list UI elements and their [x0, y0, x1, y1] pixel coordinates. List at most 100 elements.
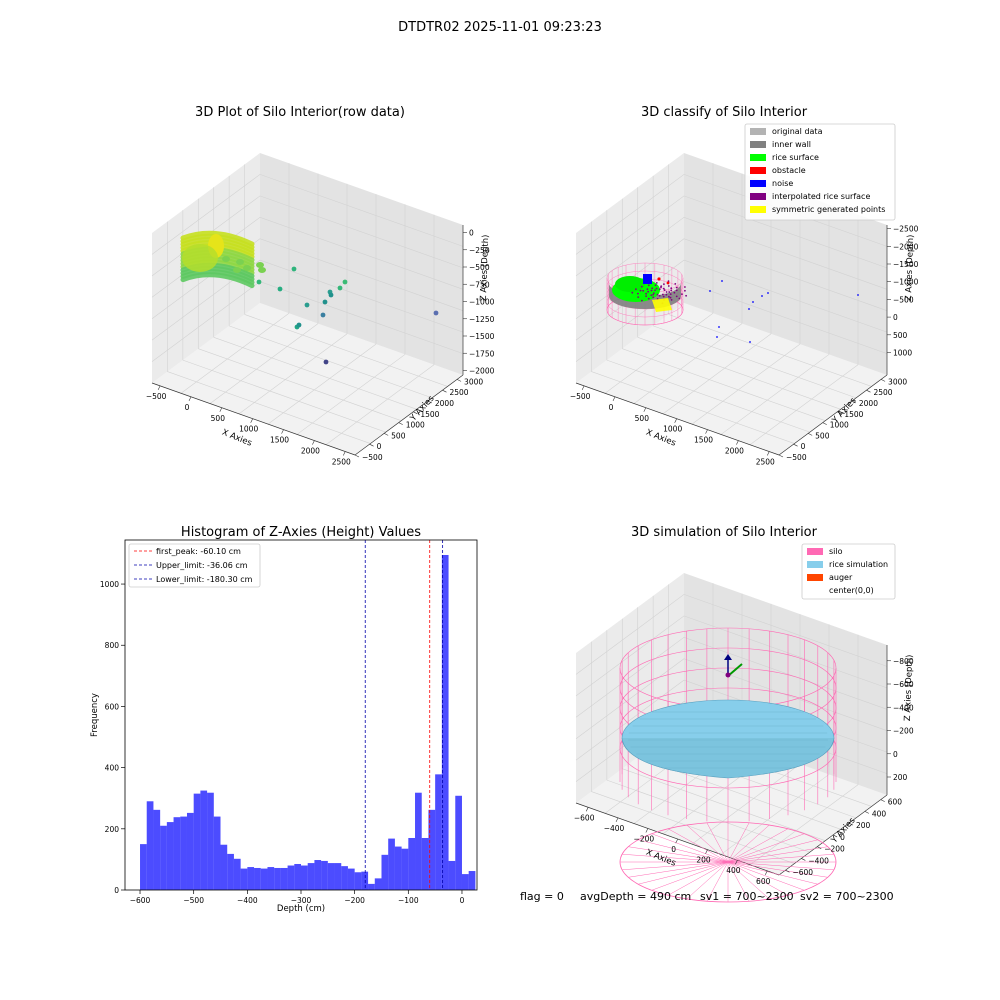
grid-line [151, 259, 464, 341]
point-cluster [180, 230, 255, 247]
grid-line [229, 325, 433, 399]
histogram-bar [240, 868, 248, 890]
obstacle-point [657, 277, 661, 281]
interpolated-point [684, 289, 686, 292]
legend-swatch [750, 154, 766, 161]
y-tick-label: 0 [801, 442, 806, 451]
x-tick-mark [674, 418, 677, 423]
z-tick-label: −250 [469, 246, 490, 255]
interpolated-point [663, 283, 665, 285]
histogram-bars [140, 554, 476, 890]
x-tick-mark [250, 418, 253, 423]
grid-line [591, 791, 795, 864]
x-tick-label: −600 [130, 896, 151, 905]
z-tick-label: −2500 [893, 225, 919, 234]
silo-wireframe [651, 861, 729, 891]
y-tick-mark [398, 422, 403, 425]
data-point [233, 267, 241, 273]
interpolated-point [675, 295, 678, 298]
y-tick-mark [456, 379, 462, 382]
data-point [256, 279, 262, 285]
data-point [342, 279, 348, 285]
legend-swatch [750, 193, 766, 200]
x-tick-label: 0 [609, 403, 614, 412]
histogram-bar [213, 816, 221, 890]
histogram-bar [361, 871, 369, 890]
interpolated-point [637, 292, 639, 295]
legend-label: center(0,0) [829, 586, 874, 595]
grid-line [691, 343, 801, 425]
histogram-x-ticks: −600 −500 −400 −300 −200 −100 0 [130, 890, 465, 905]
x-tick-label: 2000 [725, 447, 744, 456]
x-tick-label: −200 [634, 834, 655, 843]
y-tick-mark [864, 811, 869, 814]
y-tick-label: 400 [872, 809, 887, 818]
legend-label: symmetric generated points [772, 205, 885, 214]
y-tick-mark [851, 400, 857, 404]
interpolated-point [675, 286, 678, 289]
legend-swatch [750, 206, 766, 213]
y-tick-mark [442, 389, 447, 393]
interpolated-point [669, 296, 672, 299]
interpolated-point [653, 292, 655, 294]
x-tick-label: 500 [635, 414, 650, 423]
interpolated-point [670, 299, 673, 301]
histogram-bar [193, 793, 201, 890]
grid-line [238, 333, 348, 415]
y-tick-label: 1500 [420, 410, 439, 419]
histogram-bar [294, 863, 301, 890]
x-tick-label: 400 [726, 866, 741, 875]
legend-label: silo [829, 547, 843, 556]
histogram-bar [408, 837, 416, 890]
panel1-title: 3D Plot of Silo Interior(row data) [195, 105, 405, 120]
silo-wireframe [727, 839, 818, 863]
histogram-bar [401, 848, 409, 890]
x-tick-mark [705, 429, 708, 434]
histogram-bar [314, 860, 322, 890]
histogram-legend: first_peak: -60.10 cm Upper_limit: -36.06… [128, 543, 261, 588]
z-tick-label: −600 [893, 680, 914, 689]
y-tick-label: 0 [114, 886, 119, 895]
data-point [322, 299, 328, 305]
y-tick-label: 500 [815, 431, 830, 440]
y-tick-label: 400 [105, 764, 120, 773]
noise-point [748, 308, 750, 310]
x-tick-label: −500 [146, 392, 167, 401]
grid-line [653, 325, 857, 399]
y-tick-mark [354, 454, 360, 458]
figure-suptitle: DTDTR02 2025-11-01 09:23:23 [398, 20, 602, 35]
grid-line [591, 371, 795, 444]
data-point [337, 285, 343, 291]
histogram-bar [388, 838, 395, 890]
silo-wireframe [727, 861, 818, 885]
histogram-ylabel: Frequency [90, 693, 100, 737]
silo-wireframe [622, 861, 729, 871]
grid-line [633, 323, 743, 404]
interpolated-point [658, 294, 661, 297]
z-tick-label: 1000 [893, 349, 912, 358]
y-tick-mark [801, 858, 806, 861]
y-tick-mark [369, 443, 374, 447]
grid-line [575, 594, 888, 675]
interpolated-point [656, 293, 659, 296]
y-axis-line [354, 374, 464, 456]
z-tick-label: −2000 [893, 242, 919, 251]
data-point [304, 302, 310, 308]
legend-label: inner wall [772, 140, 811, 149]
footer-avg-depth: avgDepth = 490 cm [580, 890, 691, 903]
silo-wireframe [667, 828, 729, 863]
pane-left [576, 573, 684, 803]
y-tick-label: 1000 [406, 421, 425, 430]
silo-wireframe [727, 861, 750, 902]
histogram-bar [415, 792, 422, 890]
grid-line [622, 768, 826, 841]
histogram-bar [227, 853, 234, 890]
y-tick-mark [848, 822, 854, 826]
noise-point [857, 294, 859, 296]
panel2-legend: original data inner wall rice surface obsta… [744, 123, 896, 221]
z-tick-label: 0 [893, 313, 898, 322]
interpolated-point [681, 293, 683, 295]
data-point [277, 286, 283, 292]
symmetric-points [652, 298, 672, 312]
